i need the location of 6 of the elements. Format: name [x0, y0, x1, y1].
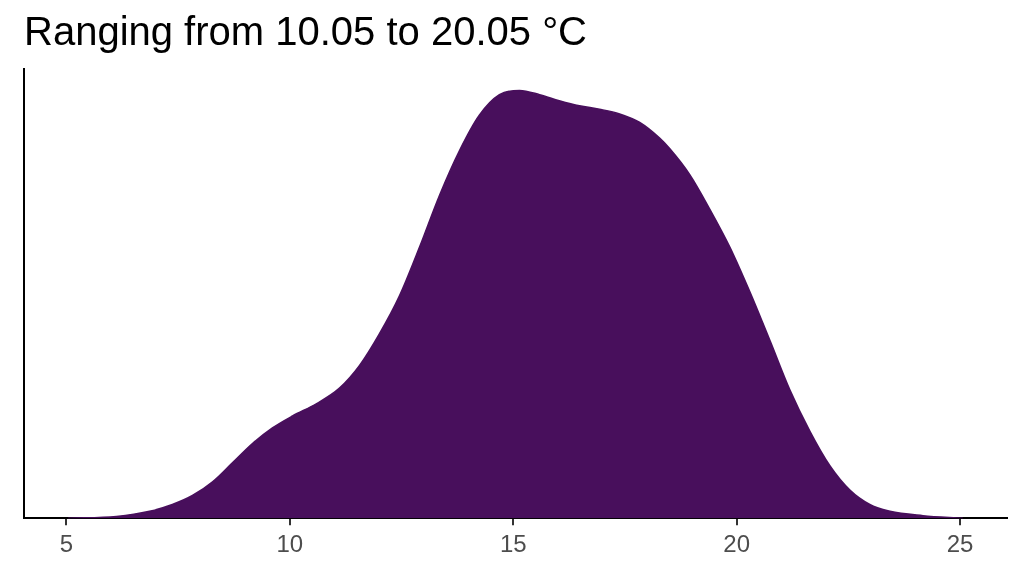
- x-tick-label: 10: [276, 530, 304, 558]
- chart-title: Ranging from 10.05 to 20.05 °C: [24, 9, 588, 54]
- x-tick-label: 25: [946, 530, 974, 558]
- x-tick-label: 5: [59, 530, 74, 558]
- x-tick-label: 20: [723, 530, 751, 558]
- x-tick-label: 15: [499, 530, 527, 558]
